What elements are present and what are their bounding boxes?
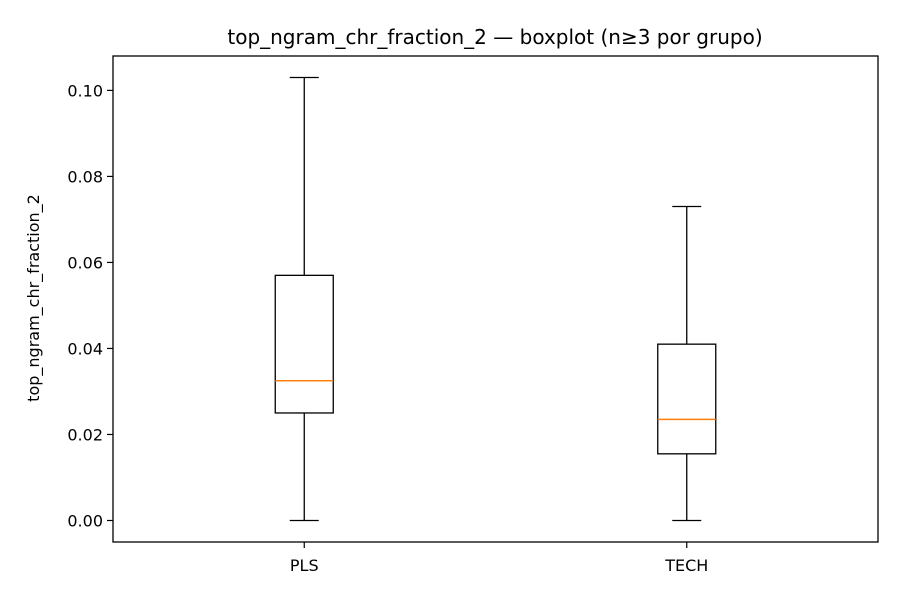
x-axis: PLS TECH	[290, 542, 708, 575]
box-pls	[274, 76, 334, 522]
y-tick-label: 0.04	[67, 339, 103, 358]
y-axis-label: top_ngram_chr_fraction_2	[24, 194, 44, 402]
box-iqr	[657, 343, 717, 455]
box-tech	[657, 205, 717, 522]
chart-title: top_ngram_chr_fraction_2 — boxplot (n≥3 …	[227, 25, 762, 49]
y-tick-label: 0.02	[67, 425, 103, 444]
y-tick-label: 0.00	[67, 511, 103, 530]
x-tick-label: PLS	[290, 556, 319, 575]
y-tick-label: 0.10	[67, 81, 103, 100]
plot-area-frame	[112, 55, 879, 543]
y-tick-label: 0.06	[67, 253, 103, 272]
x-tick-label: TECH	[664, 556, 708, 575]
box-series	[274, 76, 717, 522]
box-iqr	[274, 274, 334, 414]
y-tick-label: 0.08	[67, 167, 103, 186]
y-axis: 0.00 0.02 0.04 0.06 0.08 0.10	[67, 81, 113, 530]
